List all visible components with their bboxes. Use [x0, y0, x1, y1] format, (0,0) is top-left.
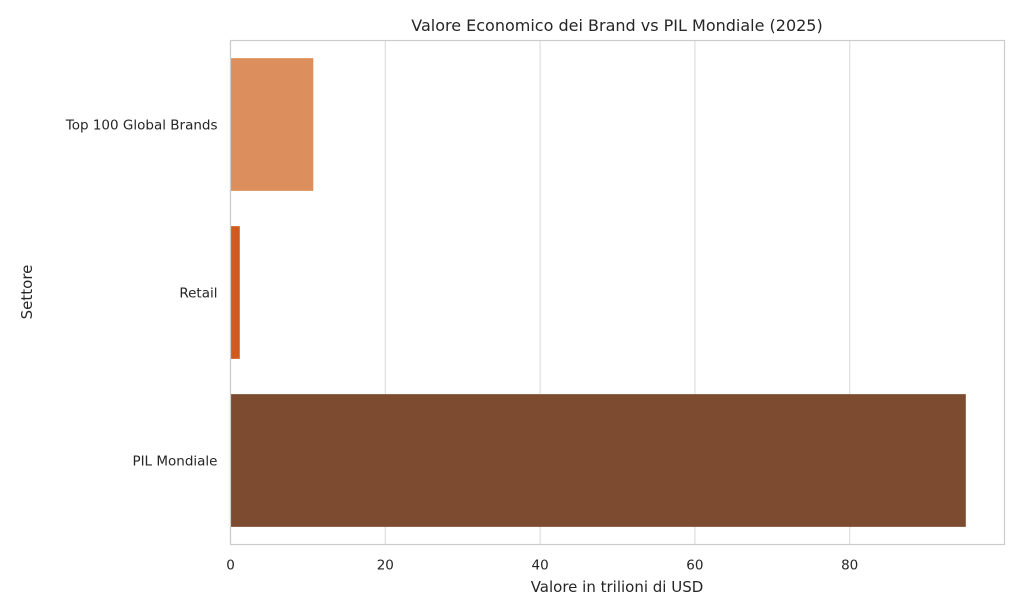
- bar: [230, 394, 966, 527]
- x-tick-label: 0: [226, 558, 235, 574]
- x-tick-label: 80: [841, 558, 858, 574]
- x-axis-label: Valore in trilioni di USD: [531, 578, 704, 596]
- y-tick-label: PIL Mondiale: [132, 454, 217, 470]
- x-tick-labels: 0 20 40 60 80: [226, 558, 858, 574]
- y-tick-labels: Top 100 Global Brands Retail PIL Mondiale: [65, 118, 218, 470]
- x-tick-label: 40: [532, 558, 549, 574]
- bars: [230, 58, 966, 527]
- bar: [230, 58, 314, 191]
- bar: [230, 226, 240, 359]
- x-tick-label: 20: [377, 558, 394, 574]
- x-tick-label: 60: [686, 558, 703, 574]
- chart-title: Valore Economico dei Brand vs PIL Mondia…: [411, 16, 822, 35]
- plot-frame: [229, 39, 1006, 546]
- y-tick-label: Top 100 Global Brands: [65, 118, 218, 134]
- y-tick-label: Retail: [179, 286, 217, 302]
- y-axis-label: Settore: [18, 265, 36, 320]
